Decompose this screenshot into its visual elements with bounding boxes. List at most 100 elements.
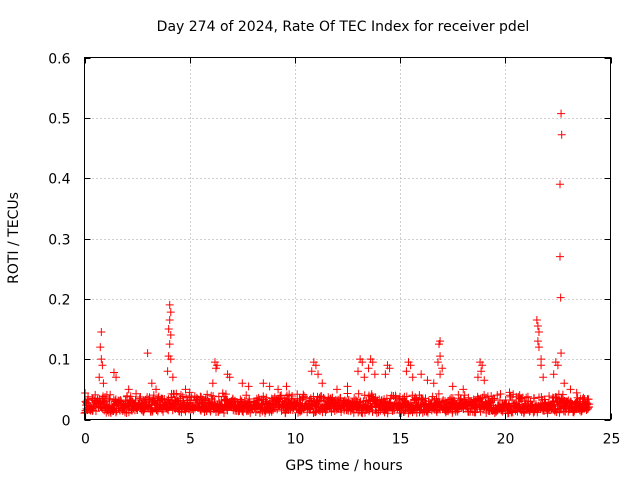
- data-point: [583, 400, 592, 409]
- y-tick-label: 0: [62, 414, 71, 430]
- data-point: [402, 392, 411, 401]
- data-point: [181, 385, 190, 394]
- data-point: [429, 379, 438, 388]
- data-point: [97, 355, 106, 364]
- data-point: [282, 382, 291, 391]
- data-point: [505, 388, 514, 397]
- data-point: [477, 367, 486, 376]
- data-point: [436, 370, 445, 379]
- data-point: [165, 340, 174, 349]
- data-point: [433, 358, 442, 367]
- y-tick-label: 0.6: [48, 52, 70, 68]
- data-point: [172, 389, 181, 398]
- data-point: [533, 321, 542, 330]
- data-point: [81, 397, 90, 406]
- x-tick-label: 0: [81, 432, 90, 448]
- data-point: [464, 393, 473, 402]
- data-point: [178, 392, 187, 401]
- grid-lines: [84, 57, 611, 420]
- data-point: [96, 343, 105, 352]
- data-point: [311, 361, 320, 370]
- data-point: [332, 385, 341, 394]
- data-point: [402, 367, 411, 376]
- data-point: [354, 367, 363, 376]
- data-point: [478, 361, 487, 370]
- data-point: [557, 109, 566, 118]
- data-point: [260, 409, 269, 418]
- data-point: [238, 379, 247, 388]
- data-point: [496, 389, 505, 398]
- data-point: [109, 368, 118, 377]
- data-point: [428, 392, 437, 401]
- data-point: [545, 392, 554, 401]
- data-point: [164, 325, 173, 333]
- data-point: [364, 407, 373, 416]
- data-point: [244, 382, 253, 391]
- x-tick-label: 15: [392, 432, 410, 448]
- data-point: [557, 130, 566, 139]
- data-point: [549, 370, 558, 379]
- data-point: [373, 396, 382, 405]
- data-point: [311, 408, 320, 417]
- data-point: [143, 349, 152, 358]
- data-point: [168, 373, 177, 382]
- data-point: [566, 385, 575, 394]
- data-point: [267, 407, 276, 416]
- x-axis: 0 5 10 15 20 25: [81, 57, 620, 448]
- data-point: [305, 396, 314, 405]
- data-point: [97, 328, 106, 337]
- data-point: [368, 392, 377, 401]
- y-axis: 0 0.1 0.2 0.3 0.4 0.5 0.6: [48, 52, 611, 430]
- data-point: [480, 376, 489, 385]
- data-point: [360, 373, 369, 382]
- data-point: [99, 392, 108, 401]
- data-point: [126, 397, 135, 406]
- data-point: [209, 392, 218, 401]
- data-point: [101, 397, 110, 406]
- data-point: [124, 385, 133, 394]
- data-point: [300, 392, 309, 401]
- data-point: [438, 364, 447, 373]
- x-tick-label: 5: [186, 432, 195, 448]
- data-point: [471, 408, 480, 417]
- data-points: [80, 109, 594, 418]
- data-point: [406, 361, 415, 370]
- data-point: [557, 349, 566, 358]
- y-tick-label: 0.2: [48, 293, 70, 309]
- data-point: [265, 382, 274, 391]
- data-point: [349, 408, 358, 417]
- data-point: [105, 394, 114, 403]
- data-point: [539, 373, 548, 382]
- data-point: [95, 373, 104, 382]
- y-tick-label: 0.1: [48, 353, 70, 369]
- data-point: [112, 373, 121, 382]
- y-tick-label: 0.3: [48, 233, 70, 249]
- data-point: [98, 361, 107, 370]
- data-point: [418, 395, 427, 404]
- data-point: [459, 385, 468, 394]
- data-point: [388, 406, 397, 415]
- data-point: [434, 389, 443, 398]
- data-point: [185, 388, 194, 397]
- data-point: [556, 293, 565, 302]
- data-point: [385, 364, 394, 373]
- data-point: [343, 389, 352, 398]
- data-point: [166, 331, 175, 340]
- data-point: [163, 367, 172, 376]
- chart-title: Day 274 of 2024, Rate Of TEC Index for r…: [157, 19, 530, 35]
- plot-frame: [84, 57, 611, 420]
- data-point: [530, 394, 539, 403]
- data-point: [411, 393, 420, 402]
- data-point: [417, 370, 426, 379]
- data-point: [343, 382, 352, 391]
- data-point: [273, 405, 282, 414]
- data-point: [166, 308, 175, 317]
- data-point: [307, 367, 316, 376]
- data-point: [574, 397, 583, 406]
- data-point: [408, 373, 417, 382]
- data-point: [370, 370, 379, 379]
- y-tick-label: 0.4: [48, 172, 70, 188]
- data-point: [423, 376, 432, 385]
- data-point: [147, 379, 156, 388]
